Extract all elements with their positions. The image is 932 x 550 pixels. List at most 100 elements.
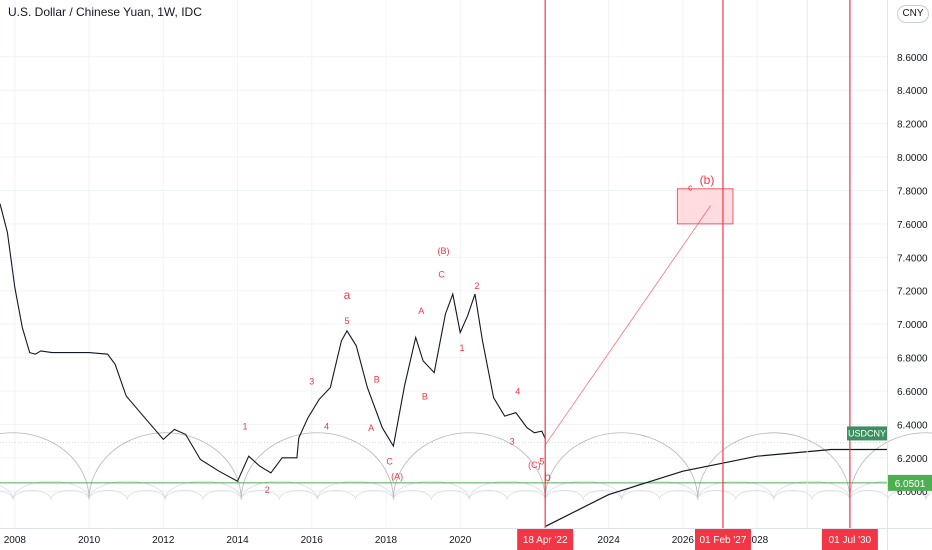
wave-label: c [688,182,693,192]
price-axis: 6.0000 6.2000 6.4000 6.6000 6.8000 7.0000 7.20… [847,53,932,498]
cycle-subarc [925,489,932,500]
cycle-subarc [621,490,660,500]
price-tick-label: 7.2000 [897,287,928,298]
price-axis-border [887,0,888,550]
time-axis: 2008 2010 2012 2014 2016 2018 2020 2024 2026 2028… [4,529,878,550]
cycle-subarc [202,490,242,500]
grid-lines [0,0,887,528]
wave-label: a [344,288,351,302]
price-tick-label: 6.4000 [897,420,928,431]
wave-label: (A) [391,472,403,482]
wave-label: A [418,306,424,316]
time-tick-label: 2028 [746,535,769,546]
support-value-label: 6.0501 [895,479,926,490]
time-tick-label: 2026 [672,535,695,546]
cycle-subarc [240,480,318,500]
time-tick-label: 2018 [375,535,398,546]
wave-label: 2 [265,485,270,495]
cycle-subarc [50,490,90,500]
cycle-subarc [12,480,90,500]
wave-label: 4 [324,421,329,431]
cycle-arc [697,432,851,500]
cycle-subarc [925,492,932,500]
price-tick-label: 8.6000 [897,53,928,64]
price-tick-label: 7.4000 [897,253,928,264]
cycle-subarc [544,490,584,500]
projection-line [545,205,712,445]
price-tick-label: 8.2000 [897,120,928,131]
time-tick-label: 2024 [598,535,621,546]
target-zone-box [676,188,734,225]
cycle-subarc [811,490,851,500]
cycle-lines [544,0,851,528]
long-curve [545,448,887,527]
cycle-date-label: 01 Feb '27 [699,535,746,546]
cycle-date-badge [694,529,751,550]
time-tick-label: 2016 [301,535,324,546]
wave-label: b [544,470,551,484]
cycle-subarc [431,490,470,500]
wave-label: C [438,269,445,279]
cycle-subarc [126,490,166,500]
time-tick-label: 2008 [4,535,27,546]
cycle-subarc [544,480,622,500]
cycle-subarc [164,480,242,500]
time-tick-label: 2010 [78,535,101,546]
cycle-date-badge [517,529,574,550]
cycle-subarc [697,490,737,500]
cycle-subarc [697,480,775,500]
price-line [0,203,547,482]
wave-label: B [422,391,428,401]
long-trend-curve [545,448,887,527]
cycle-date-label: 18 Apr '22 [523,535,568,546]
target-box [676,188,734,225]
wave-label: C [386,457,393,467]
cycle-arcs [0,432,932,500]
cycle-arc [849,432,932,500]
cycle-subarc [393,480,470,500]
wave-label: 3 [309,376,314,386]
cycle-subarc [773,480,851,500]
price-tick-label: 8.4000 [897,86,928,97]
wave-label: 4 [515,386,520,396]
cycle-subarc [88,480,166,500]
price-tick-label: 6.0000 [897,487,928,498]
wave-label: B [374,375,380,385]
cycle-subarc [773,490,813,500]
cycle-subarc [468,480,546,500]
price-tick-label: 6.6000 [897,387,928,398]
cycle-arc [240,432,394,500]
projection-line-segment [545,205,712,445]
wave-label: (b) [700,173,715,187]
cycle-subarc [0,490,14,500]
wave-label: 5 [344,316,349,326]
currency-button[interactable]: CNY [897,5,929,23]
cycle-subarc [506,490,546,500]
cycle-arc [0,432,90,500]
wave-label: (C) [528,460,541,470]
cycle-subarc [393,490,432,500]
cycle-subarc [849,490,889,500]
time-tick-label: 2012 [152,535,175,546]
cycle-arc [392,432,546,500]
cycle-date-badge [821,529,878,550]
wave-label: (B) [438,246,450,256]
cycle-subarc [659,490,699,500]
cycle-subarc [240,490,280,500]
price-tick-label: 8.0000 [897,153,928,164]
price-tick-label: 6.8000 [897,354,928,365]
cycle-subarc [735,490,775,500]
support-value-tag [888,474,932,491]
chart-title: U.S. Dollar / Chinese Yuan, 1W, IDC [8,5,202,19]
wave-label: 3 [510,436,515,446]
price-tick-label: 6.2000 [897,454,928,465]
price-tick-label: 7.8000 [897,186,928,197]
symbol-tag-label: USDCNY [848,428,886,438]
time-axis-border [0,528,932,529]
symbol-tag [847,426,887,441]
cycle-subarc [12,490,52,500]
price-tick-label: 7.6000 [897,220,928,231]
cycle-date-label: 01 Jul '30 [829,535,872,546]
